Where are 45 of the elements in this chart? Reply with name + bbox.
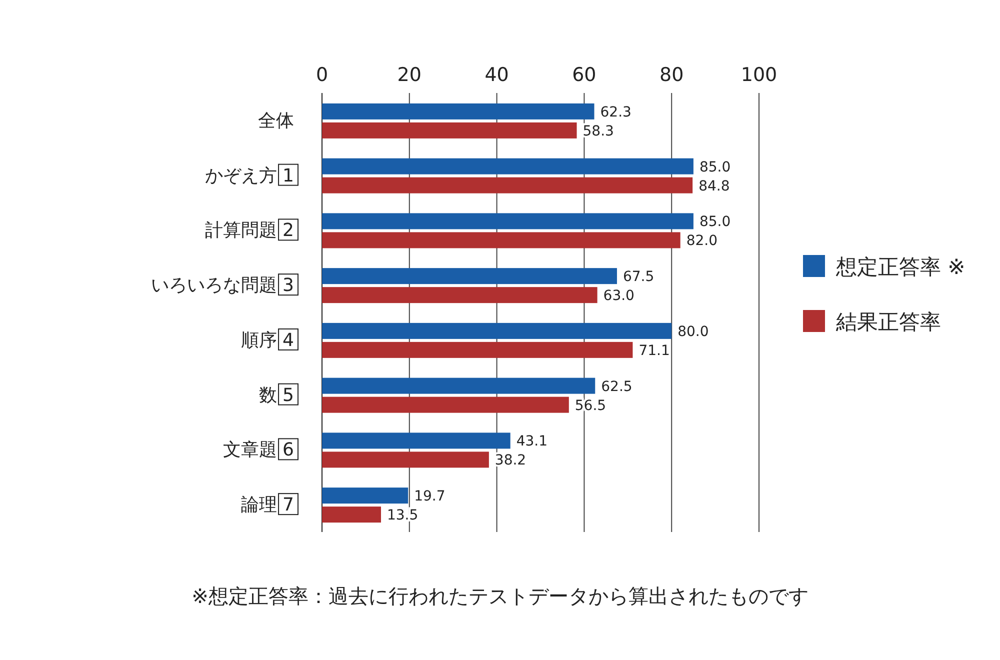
- data-label: 62.3: [600, 104, 632, 120]
- bar: [322, 158, 694, 174]
- bar: [322, 232, 680, 248]
- bar: [322, 268, 617, 284]
- data-label: 84.8: [698, 178, 730, 194]
- y-tick-label: 文章題 6: [222, 440, 294, 461]
- bar: [322, 177, 693, 194]
- data-label: 71.1: [638, 342, 670, 359]
- y-tick-label: いろいろな問題 3: [150, 275, 294, 296]
- bar: [322, 396, 569, 413]
- bar: [322, 378, 596, 394]
- text: ※想定正答率：過去に行われたテストデータから算出されたものです: [192, 584, 808, 608]
- y-tick-label: かぞえ方 1: [204, 165, 294, 186]
- data-label: 82.0: [686, 233, 718, 250]
- x-tick-label: 80: [660, 64, 684, 86]
- x-tick-label: 100: [740, 64, 778, 86]
- bar: [322, 322, 672, 339]
- data-label: 62.5: [601, 378, 632, 395]
- x-tick-label: 40: [484, 64, 509, 86]
- data-label: 67.5: [622, 269, 654, 286]
- bar: [322, 213, 694, 230]
- y-tick-label: 数 5: [258, 384, 294, 406]
- y-tick-label: 順序 4: [240, 330, 294, 351]
- legend-label: 結果正答率: [835, 310, 941, 334]
- bar: [322, 488, 408, 504]
- x-tick-label: 0: [316, 64, 328, 86]
- data-label: 63.0: [603, 288, 634, 304]
- y-tick-label: 計算問題 2: [204, 220, 294, 242]
- data-label: 43.1: [516, 434, 548, 450]
- bar: [322, 432, 510, 449]
- legend-label: 想定正答率 ※: [835, 255, 966, 279]
- bar: [322, 287, 598, 304]
- bar: [322, 122, 577, 138]
- y-tick-label: 全体: [258, 110, 294, 132]
- bar: [322, 342, 633, 358]
- y-tick-label: 論理 7: [240, 494, 294, 516]
- data-label: 85.0: [699, 159, 731, 176]
- bar: [322, 506, 381, 523]
- bar: [322, 103, 594, 120]
- data-label: 85.0: [699, 214, 731, 230]
- x-tick-label: 60: [572, 64, 596, 86]
- x-tick-label: 20: [397, 64, 422, 86]
- data-label: 80.0: [678, 324, 709, 340]
- data-label: 19.7: [414, 488, 446, 505]
- bar: [322, 452, 489, 468]
